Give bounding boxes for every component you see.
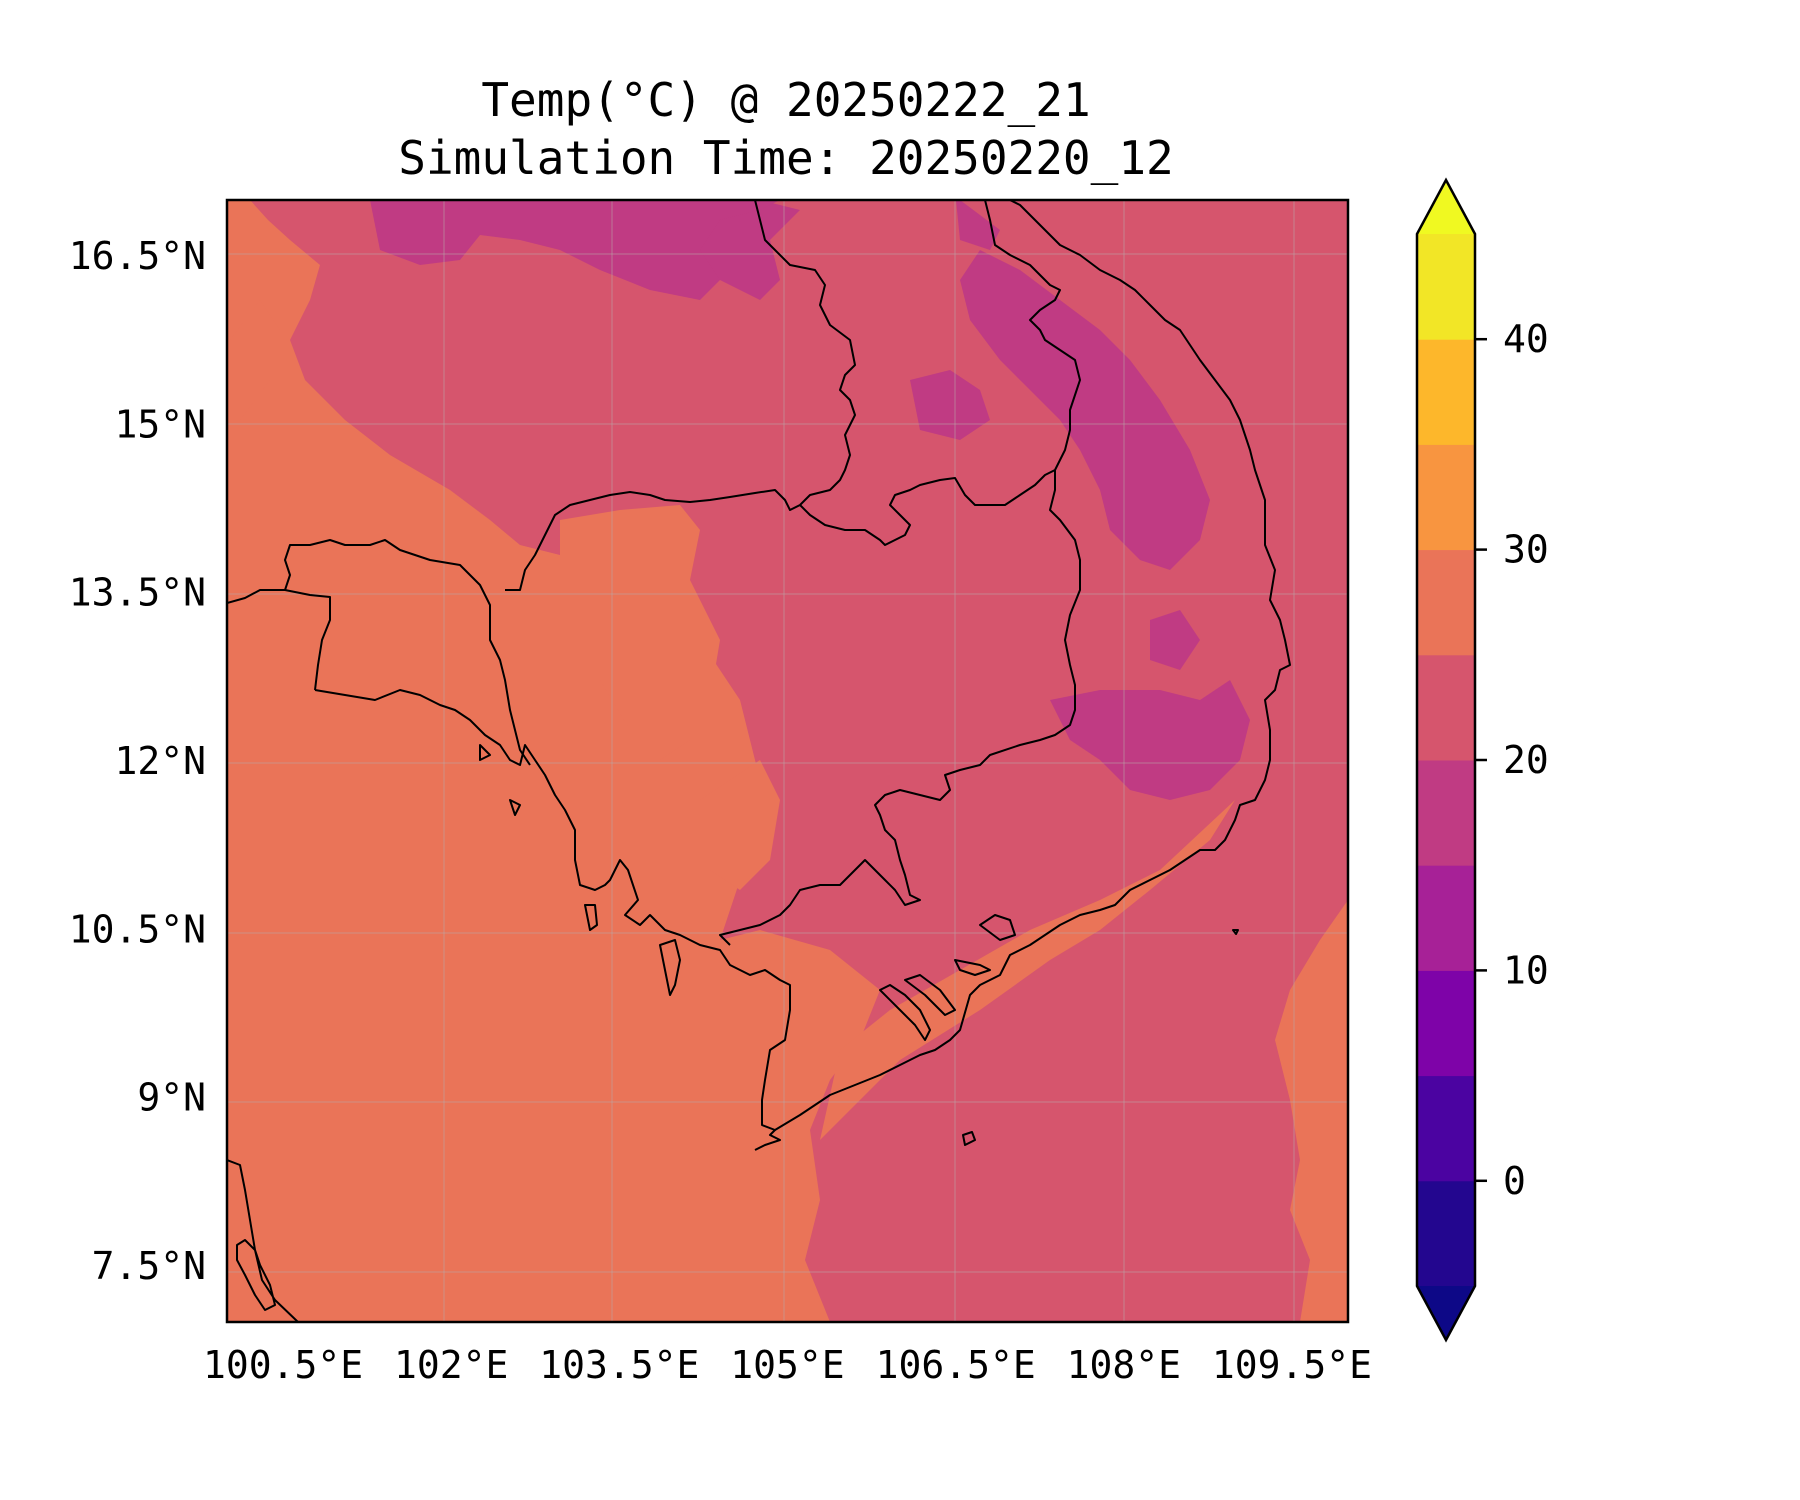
coastline-islands	[479, 744, 1239, 1146]
colorbar-extend-max	[1417, 180, 1475, 234]
title-line-1: Temp(°C) @ 20250222_21	[481, 73, 1090, 127]
border-laos-cambodia-vietnam	[799, 200, 1081, 546]
band-plateau-east-region	[1050, 680, 1250, 800]
lat-tick-label: 16.5°N	[69, 234, 206, 278]
coastlines	[227, 200, 1291, 1322]
colorbar-segment	[1417, 970, 1475, 1077]
lon-tick-labels: 100.5°E 102°E 103.5°E 105°E 106.5°E 108°E 109.…	[203, 1343, 1372, 1387]
colorbar-segment	[1417, 339, 1475, 445]
country-borders	[227, 200, 1081, 946]
band-north-strip-region	[370, 200, 780, 300]
colorbar-tick-label: 0	[1503, 1159, 1526, 1203]
border-cambodia-vietnam-south	[719, 470, 1081, 946]
band-west-thailand-region	[230, 300, 280, 420]
lat-tick-label: 13.5°N	[69, 571, 206, 615]
lat-tick-label: 15°N	[114, 402, 206, 446]
band-central-strip-region	[700, 760, 780, 890]
colorbar: 0 10 20 30 40	[1415, 177, 1549, 1343]
colorbar-tick-label: 20	[1503, 738, 1549, 782]
coastline-malay-peninsula	[227, 1159, 299, 1322]
lon-tick-label: 106.5°E	[876, 1343, 1036, 1387]
colorbar-segment	[1417, 760, 1475, 866]
lon-tick-label: 103.5°E	[539, 1343, 699, 1387]
colorbar-segment	[1417, 865, 1475, 971]
band-25-30-regions	[227, 200, 1348, 1322]
colorbar-segment	[1417, 234, 1475, 340]
band-small-blob-region	[1150, 610, 1200, 670]
colorbar-segment	[1417, 1180, 1475, 1287]
band-coastal-south-region	[820, 800, 1235, 1140]
band-15-20-regions	[370, 200, 1250, 800]
band-gulf-sea-region	[227, 200, 880, 1322]
band-tonle-sap-region	[560, 505, 720, 760]
coastline-mekong-mouths	[879, 914, 1016, 1041]
map-gridlines	[227, 200, 1348, 1322]
colorbar-tick-label: 40	[1503, 317, 1549, 361]
colorbar-outline	[1415, 177, 1477, 1343]
lon-tick-label: 108°E	[1067, 1343, 1181, 1387]
lon-tick-label: 109.5°E	[1212, 1343, 1372, 1387]
lon-tick-label: 100.5°E	[203, 1343, 363, 1387]
lat-tick-label: 10.5°N	[69, 907, 206, 951]
colorbar-extend-min	[1417, 1286, 1475, 1340]
colorbar-segment	[1417, 444, 1475, 551]
border-thailand-cambodia	[227, 539, 531, 766]
colorbar-tick-label: 10	[1503, 948, 1549, 992]
lat-tick-label: 9°N	[137, 1076, 206, 1120]
coastline-gulf-of-thailand	[314, 689, 791, 1151]
map-frame	[225, 198, 1350, 1324]
border-cambodia-north	[505, 200, 856, 591]
colorbar-tick-label: 30	[1503, 528, 1549, 572]
lat-tick-label: 12°N	[114, 739, 206, 783]
map-panel	[227, 200, 1348, 1322]
lat-tick-label: 7.5°N	[92, 1244, 206, 1288]
colorbar-segment	[1417, 654, 1475, 761]
lat-tick-labels: 16.5°N 15°N 13.5°N 12°N 10.5°N 9°N 7.5°N	[69, 234, 206, 1288]
band-laos-south-blob-region	[910, 370, 990, 440]
title-line-2: Simulation Time: 20250220_12	[398, 131, 1173, 185]
lon-tick-label: 102°E	[394, 1343, 508, 1387]
band-annamite-region	[960, 250, 1210, 570]
lon-tick-label: 105°E	[730, 1343, 844, 1387]
band-east-sea-region	[1275, 900, 1348, 1322]
colorbar-segment	[1417, 549, 1475, 656]
coastline-mekong-delta-east	[774, 200, 1291, 1131]
colorbar-segment	[1417, 1075, 1475, 1182]
